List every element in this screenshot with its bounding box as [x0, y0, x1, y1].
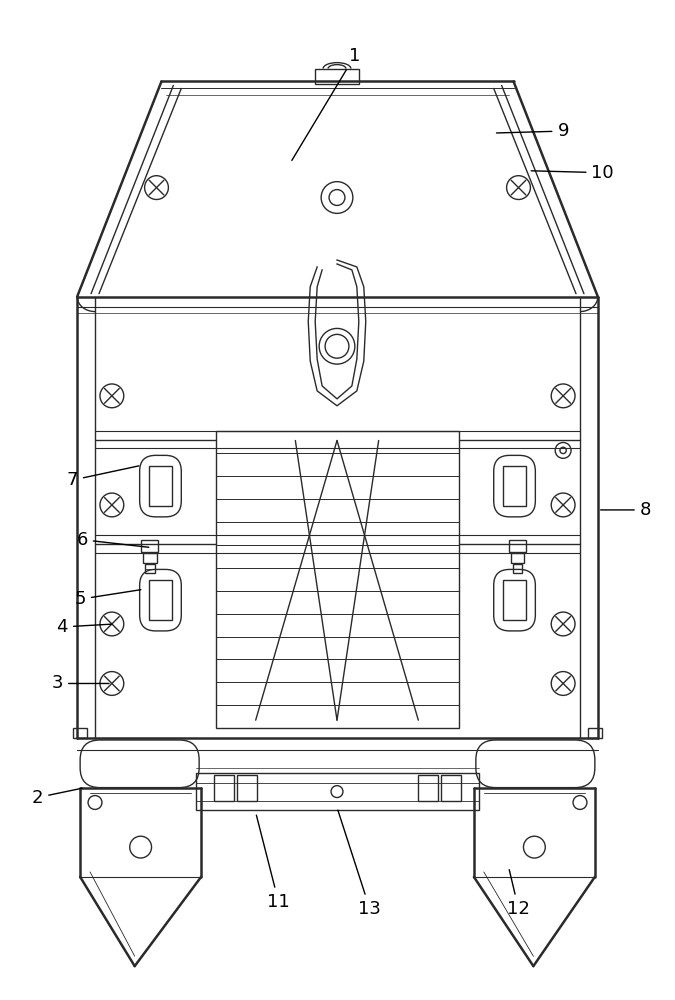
Text: 9: 9 [497, 122, 569, 140]
Bar [237, 775, 256, 801]
Text: 10: 10 [531, 164, 614, 182]
Bar [216, 431, 459, 728]
Text: 3: 3 [51, 674, 109, 692]
Bar [588, 728, 602, 738]
Text: 13: 13 [338, 810, 381, 918]
Bar [315, 69, 359, 84]
Bar [196, 773, 479, 810]
Text: 11: 11 [256, 815, 290, 911]
Bar [73, 728, 87, 738]
Bar [142, 553, 157, 563]
Bar [214, 775, 234, 801]
Bar [441, 775, 461, 801]
Text: 4: 4 [57, 618, 112, 636]
Text: 8: 8 [601, 501, 651, 519]
Bar [503, 466, 526, 506]
Bar [148, 580, 172, 620]
Text: 5: 5 [74, 590, 141, 608]
Bar [503, 580, 526, 620]
Text: 12: 12 [507, 870, 530, 918]
Bar [144, 564, 155, 573]
Bar [140, 540, 159, 552]
Bar [418, 775, 438, 801]
Bar [510, 553, 524, 563]
Bar [508, 540, 526, 552]
Bar [512, 564, 522, 573]
Text: 1: 1 [292, 47, 360, 160]
Text: 6: 6 [76, 531, 148, 549]
Text: 2: 2 [32, 788, 82, 807]
Text: 7: 7 [66, 466, 139, 489]
Bar [148, 466, 172, 506]
